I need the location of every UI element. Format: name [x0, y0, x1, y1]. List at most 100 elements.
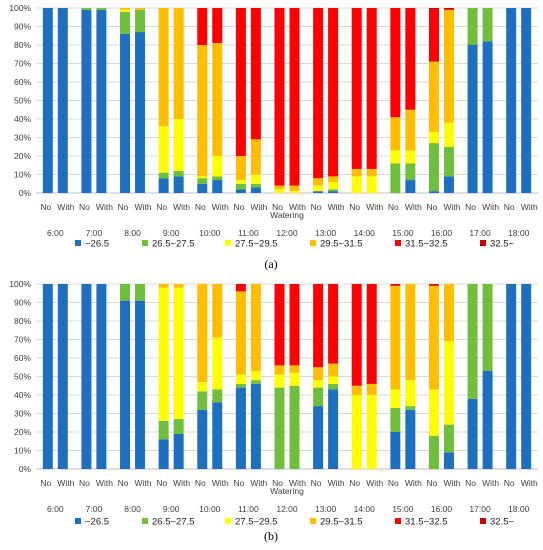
x-subcategory-label: With	[482, 202, 499, 212]
bar-segment	[428, 8, 439, 10]
bar-segment	[173, 119, 184, 171]
x-subcategory-label: No	[118, 202, 129, 212]
bar-segment	[313, 367, 324, 381]
bar-segment	[351, 176, 362, 193]
x-subcategory-label: No	[156, 202, 167, 212]
x-time-label: 13:00	[315, 228, 337, 238]
bar-segment	[212, 8, 223, 44]
bar-segment	[405, 284, 416, 381]
bar-segment	[81, 284, 92, 469]
bar-segment	[274, 387, 285, 469]
x-subcategory-label: No	[156, 478, 167, 488]
legend-label: 26.5~27.5	[152, 517, 195, 528]
bar-segment	[405, 150, 416, 164]
bar-segment	[467, 45, 478, 193]
bar-segment	[405, 8, 416, 110]
bar-segment	[158, 126, 169, 173]
bar-segment	[313, 284, 324, 368]
bar-segment	[96, 8, 107, 10]
legend-swatch	[480, 518, 486, 524]
bar-segment	[313, 178, 324, 186]
bar-segment	[235, 189, 246, 193]
bar-segment	[390, 284, 401, 286]
legend-swatch	[480, 240, 486, 246]
y-tick-label: 90%	[14, 298, 31, 308]
bar-segment	[328, 363, 339, 377]
x-subcategory-label: No	[79, 478, 90, 488]
bar-segment	[482, 8, 493, 42]
bar-segment	[250, 187, 261, 193]
bar-segment	[405, 109, 416, 151]
bar-segment	[313, 406, 324, 469]
x-subcategory-label: No	[311, 202, 322, 212]
x-subcategory-label: No	[233, 478, 244, 488]
x-subcategory-label: No	[40, 202, 51, 212]
bar-segment	[197, 382, 208, 392]
bar-segment	[197, 178, 208, 184]
bar-segment	[235, 383, 246, 388]
bar-segment	[351, 168, 362, 177]
bar-segment	[443, 8, 454, 10]
bar-segment	[289, 284, 300, 366]
bar-segment	[328, 383, 339, 390]
bar-segment	[158, 178, 169, 193]
legend-swatch	[310, 518, 316, 524]
bar-segment	[250, 8, 261, 140]
y-tick-label: 10%	[14, 446, 31, 456]
bar-segment	[235, 374, 246, 384]
bar-segment	[428, 389, 439, 436]
bar-segment	[120, 300, 131, 469]
bar-segment	[482, 41, 493, 193]
bar-segment	[506, 8, 517, 193]
bar-segment	[120, 284, 131, 301]
bar-segment	[428, 131, 439, 144]
x-subcategory-label: With	[250, 202, 267, 212]
bar-segment	[158, 8, 169, 127]
legend-swatch	[75, 518, 81, 524]
bar-segment	[405, 409, 416, 469]
x-subcategory-label: With	[405, 202, 422, 212]
bar-segment	[135, 284, 146, 301]
x-time-label: 17:00	[469, 504, 491, 514]
bar-segment	[328, 376, 339, 384]
bar-segment	[250, 383, 261, 469]
legend-swatch	[225, 518, 231, 524]
x-subcategory-label: No	[311, 478, 322, 488]
bar-segment	[212, 156, 223, 177]
bar-segment	[405, 163, 416, 181]
x-subcategory-label: With	[328, 478, 345, 488]
bar-segment	[351, 385, 362, 395]
bar-segment	[390, 407, 401, 432]
x-subcategory-label: With	[443, 478, 460, 488]
x-subcategory-label: With	[250, 478, 267, 488]
x-subcategory-label: No	[349, 202, 360, 212]
bar-segment	[173, 419, 184, 434]
bar-segment	[158, 284, 169, 288]
bar-segment	[390, 285, 401, 390]
bar-segment	[443, 176, 454, 193]
bar-segment	[158, 420, 169, 440]
bar-segment	[212, 402, 223, 469]
bar-segment	[158, 287, 169, 421]
y-tick-label: 10%	[14, 170, 31, 180]
x-subcategory-label: With	[289, 202, 306, 212]
bar-segment	[443, 452, 454, 469]
bar-segment	[250, 380, 261, 384]
bar-segment	[57, 284, 68, 469]
x-subcategory-label: With	[521, 202, 538, 212]
bar-segment	[212, 43, 223, 156]
bar-segment	[212, 389, 223, 403]
bar-segment	[428, 143, 439, 192]
y-tick-label: 40%	[14, 390, 31, 400]
x-time-label: 8:00	[124, 228, 141, 238]
legend-label: 31.5~32.5	[405, 239, 448, 250]
bar-segment	[81, 8, 92, 10]
x-subcategory-label: With	[57, 202, 74, 212]
bar-segment	[443, 424, 454, 453]
bar-segment	[428, 61, 439, 132]
bar-segment	[467, 284, 478, 399]
x-subcategory-label: With	[482, 478, 499, 488]
bar-segment	[250, 183, 261, 188]
bar-segment	[120, 9, 131, 12]
bar-segment	[313, 191, 324, 193]
